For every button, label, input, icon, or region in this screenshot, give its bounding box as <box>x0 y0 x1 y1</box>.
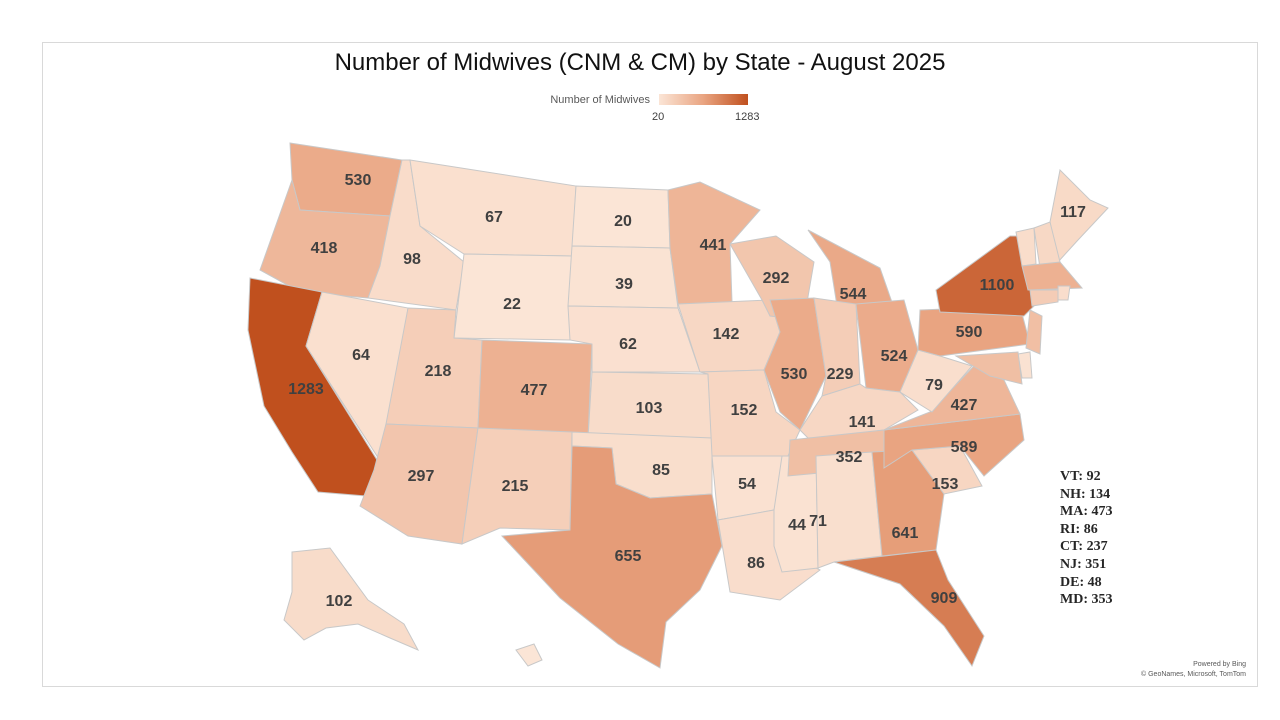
note-nj: NJ: 351 <box>1060 556 1107 572</box>
state-label-co: 477 <box>521 382 548 399</box>
note-nh: NH: 134 <box>1060 486 1111 502</box>
state-label-tn: 352 <box>836 449 863 466</box>
note-ct: CT: 237 <box>1060 539 1108 555</box>
state-label-oh: 524 <box>881 348 908 365</box>
state-label-pa: 590 <box>956 324 983 341</box>
note-ri: RI: 86 <box>1060 521 1098 537</box>
map-credit: Powered by Bing © GeoNames, Microsoft, T… <box>1141 660 1246 680</box>
legend-max: 1283 <box>735 111 760 123</box>
note-vt: VT: 92 <box>1060 469 1101 484</box>
state-al[interactable] <box>815 451 883 569</box>
state-label-ia: 142 <box>713 326 740 343</box>
state-label-mn: 441 <box>700 237 727 254</box>
state-ct[interactable] <box>1029 289 1059 307</box>
state-label-ga: 641 <box>892 525 919 542</box>
state-label-or: 418 <box>311 240 338 257</box>
state-label-nd: 20 <box>614 213 632 230</box>
state-nj[interactable] <box>1025 309 1043 355</box>
state-label-nm: 215 <box>502 478 529 495</box>
state-label-ar: 54 <box>738 476 756 493</box>
note-md: MD: 353 <box>1060 592 1113 608</box>
state-label-il: 530 <box>781 366 808 383</box>
state-ak[interactable] <box>283 547 420 652</box>
credit-powered: Powered by Bing <box>1193 661 1246 668</box>
state-label-ok: 85 <box>652 462 670 479</box>
state-label-wy: 22 <box>503 296 521 313</box>
note-de: DE: 48 <box>1060 574 1102 590</box>
state-label-ny: 1100 <box>980 277 1015 294</box>
state-label-wi: 292 <box>763 270 790 287</box>
state-label-in: 229 <box>827 366 854 383</box>
state-label-me: 117 <box>1060 204 1086 221</box>
state-wv[interactable] <box>899 349 973 413</box>
state-hi[interactable] <box>515 643 543 667</box>
state-label-ca: 1283 <box>288 381 324 398</box>
state-label-wa: 530 <box>345 172 372 189</box>
note-ma: MA: 473 <box>1060 504 1113 520</box>
state-label-la: 86 <box>747 555 765 572</box>
state-label-ak: 102 <box>326 593 353 610</box>
state-label-mo: 152 <box>731 402 758 419</box>
state-label-nc: 589 <box>951 439 978 456</box>
small-state-notes: VT: 92 NH: 134 MA: 473 RI: 86 CT: 237 NJ… <box>1060 468 1113 609</box>
state-label-wv: 79 <box>925 377 943 394</box>
state-label-tx: 655 <box>615 548 642 565</box>
state-label-nv: 64 <box>352 347 370 364</box>
state-vt[interactable] <box>1015 227 1037 267</box>
state-label-ut: 218 <box>425 363 452 380</box>
state-label-ne: 62 <box>619 336 637 353</box>
legend-min: 20 <box>652 111 665 123</box>
state-ri[interactable] <box>1057 285 1071 301</box>
credit-sources: © GeoNames, Microsoft, TomTom <box>1141 671 1246 678</box>
state-label-az: 297 <box>408 468 435 485</box>
state-label-sc: 153 <box>932 476 959 493</box>
state-fl[interactable] <box>833 549 985 668</box>
state-label-al: 71 <box>809 513 827 530</box>
state-label-mi: 544 <box>840 286 867 303</box>
chart-frame <box>42 42 1258 687</box>
legend-label: Number of Midwives <box>550 94 650 106</box>
state-label-mt: 67 <box>485 209 503 226</box>
state-nc[interactable] <box>883 413 1025 477</box>
state-tx[interactable] <box>500 445 723 669</box>
state-label-fl: 909 <box>931 590 958 607</box>
state-label-id: 98 <box>403 251 421 268</box>
state-md[interactable] <box>954 351 1023 385</box>
state-mn[interactable] <box>667 181 761 305</box>
map-title: Number of Midwives (CNM & CM) by State -… <box>334 49 946 76</box>
state-nm[interactable] <box>461 427 573 545</box>
state-label-va: 427 <box>951 397 978 414</box>
state-label-ks: 103 <box>636 400 663 417</box>
state-label-ky: 141 <box>849 414 876 431</box>
state-label-sd: 39 <box>615 276 633 293</box>
state-label-ms: 44 <box>788 517 806 534</box>
legend-color-scale <box>659 94 748 105</box>
state-ma[interactable] <box>1021 261 1084 291</box>
